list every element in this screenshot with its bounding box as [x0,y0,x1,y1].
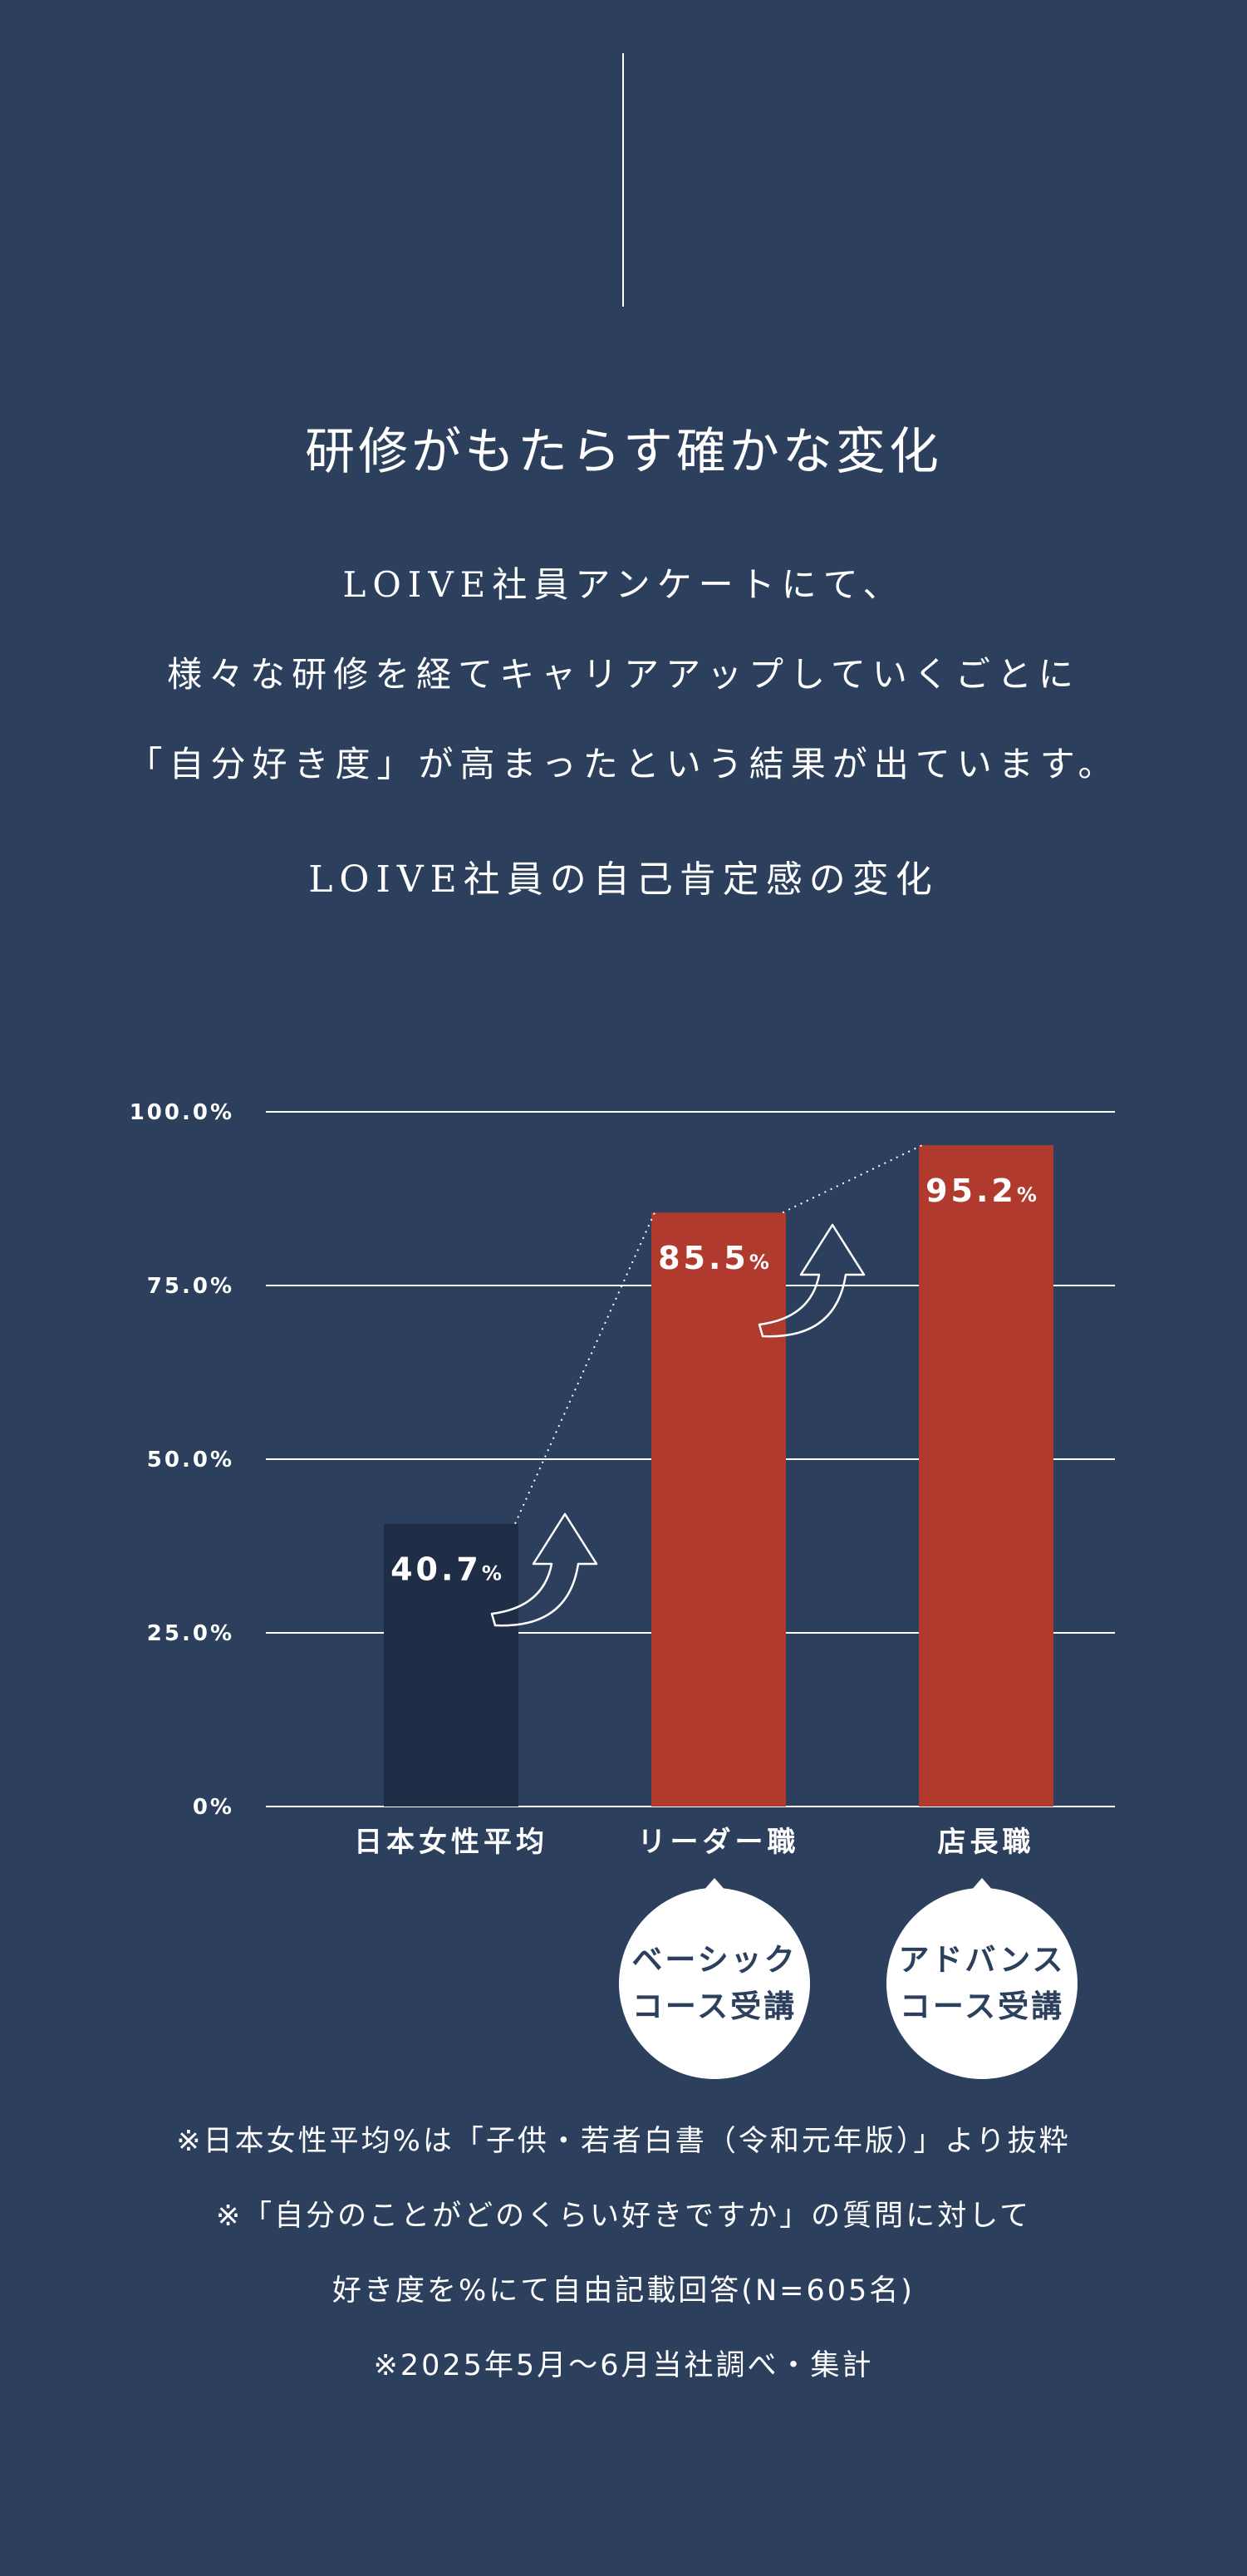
vertical-divider-line [622,53,624,307]
badge-advance-line1: アドバンス [898,1942,1066,1978]
bar-value-label: 95.2% [925,1172,1040,1209]
up-arrow-icon [758,1223,866,1338]
up-arrow-icon [490,1512,598,1627]
badge-basic-course: ベーシック コース受講 [619,1878,810,2079]
x-category-label: 日本女性平均 [354,1826,548,1859]
bar-value-label: 40.7% [390,1551,505,1588]
bar [919,1145,1053,1807]
x-category-label: 店長職 [938,1826,1035,1859]
badge-basic-line1: ベーシック [631,1942,798,1978]
intro-line-2: 様々な研修を経てキャリアアップしていくごとに [167,654,1080,695]
badge-advance-line2: コース受講 [899,1989,1065,2024]
y-tick-label: 50.0% [147,1448,234,1472]
intro-line-1: LOIVE社員アンケートにて、 [342,564,905,605]
y-tick-label: 75.0% [147,1274,234,1299]
trend-connector-line [782,1144,923,1214]
bar [384,1523,518,1807]
chart-subtitle: LOIVE社員の自己肯定感の変化 [308,858,939,901]
y-tick-label: 100.0% [130,1100,234,1125]
section-title: 研修がもたらす確かな変化 [305,423,942,481]
footnote-source: ※日本女性平均%は「子供・若者白書（令和元年版）」より抜粋 [176,2125,1071,2158]
bar-chart: 0% 25.0% 50.0% 75.0% 100.0% 40.7% 日本女性平均 85.5% リ… [130,1100,1115,1859]
bar-value-label: 85.5% [658,1240,773,1276]
footnote-method: 好き度を%にて自由記載回答(N=605名) [332,2274,915,2308]
badge-basic-line2: コース受講 [631,1989,798,2024]
footnote-period: ※2025年5月〜6月当社調べ・集計 [373,2349,874,2382]
footnote-question: ※「自分のことがどのくらい好きですか」の質問に対して [215,2200,1032,2233]
y-tick-label: 25.0% [147,1621,234,1646]
badge-advance-course: アドバンス コース受講 [886,1878,1078,2079]
intro-line-3: 「自分好き度」が高まったという結果が出ています。 [127,744,1120,784]
y-tick-label: 0% [193,1795,234,1820]
x-category-label: リーダー職 [638,1826,800,1859]
bar [651,1212,786,1807]
trend-connector-line [514,1212,655,1525]
